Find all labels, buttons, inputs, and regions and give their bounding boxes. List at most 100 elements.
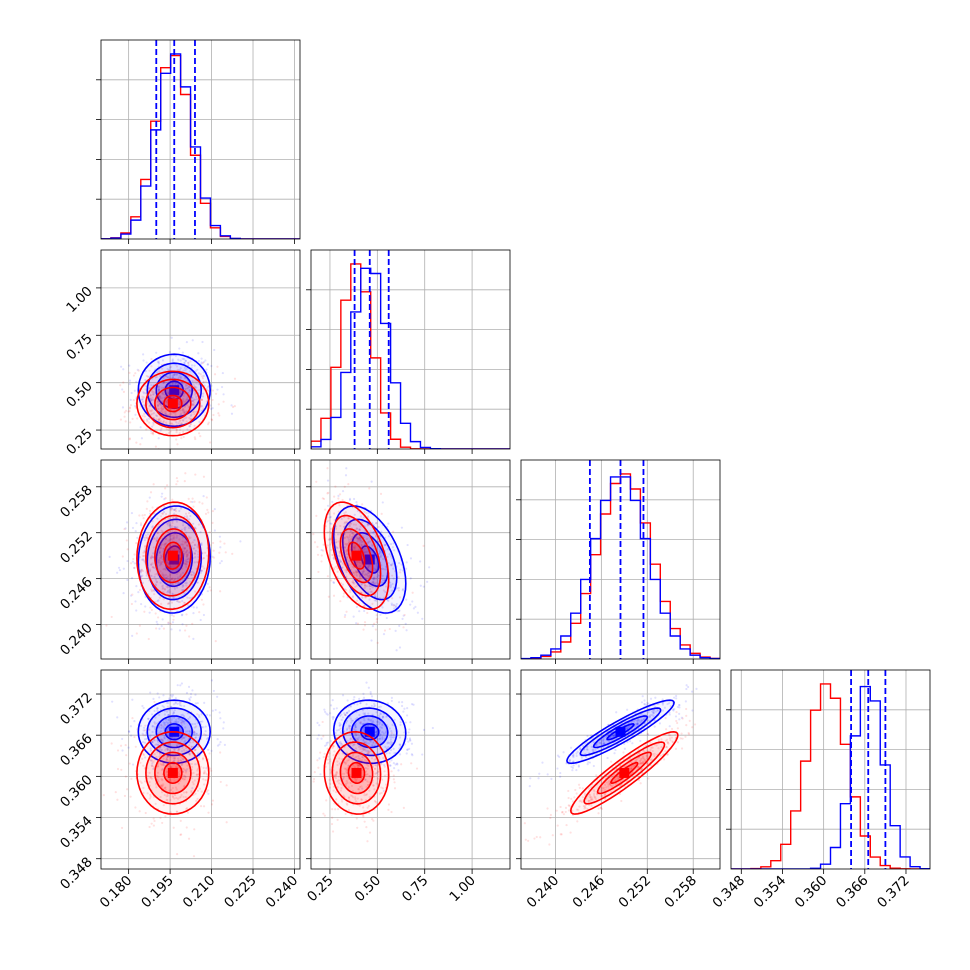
scatter-point bbox=[390, 563, 393, 566]
scatter-point bbox=[157, 418, 160, 421]
scatter-point bbox=[141, 414, 144, 417]
scatter-point bbox=[163, 722, 166, 725]
scatter-point bbox=[176, 599, 179, 602]
scatter-point bbox=[145, 361, 148, 364]
scatter-point bbox=[640, 701, 644, 704]
x-tick-label: 0.50 bbox=[352, 873, 385, 906]
scatter-point bbox=[431, 726, 434, 730]
scatter-point bbox=[202, 374, 205, 377]
scatter-point bbox=[171, 422, 174, 426]
scatter-point bbox=[206, 423, 210, 426]
scatter-point bbox=[174, 577, 177, 581]
scatter-point bbox=[685, 684, 688, 687]
scatter-point bbox=[175, 373, 178, 377]
scatter-point bbox=[194, 527, 198, 530]
scatter-point bbox=[156, 404, 160, 407]
scatter-point bbox=[571, 769, 574, 772]
scatter-point bbox=[160, 563, 163, 566]
scatter-point bbox=[161, 408, 164, 411]
scatter-point bbox=[187, 535, 190, 538]
scatter-point bbox=[404, 721, 407, 724]
scatter-point bbox=[193, 436, 196, 439]
scatter-point bbox=[218, 551, 221, 554]
scatter-point bbox=[631, 742, 634, 745]
scatter-point bbox=[142, 764, 145, 767]
scatter-point bbox=[155, 414, 158, 417]
scatter-point bbox=[170, 613, 174, 617]
scatter-point bbox=[219, 751, 222, 754]
scatter-point bbox=[154, 722, 157, 725]
scatter-point bbox=[169, 544, 172, 547]
scatter-point bbox=[157, 743, 160, 746]
scatter-point bbox=[183, 410, 186, 413]
scatter-point bbox=[149, 776, 152, 779]
scatter-point bbox=[158, 550, 162, 553]
scatter-point bbox=[171, 358, 174, 361]
scatter-point bbox=[174, 701, 177, 704]
scatter-point bbox=[182, 419, 185, 422]
y-tick-label: 0.240 bbox=[57, 620, 96, 659]
scatter-point bbox=[179, 507, 183, 510]
scatter-point bbox=[193, 410, 196, 413]
scatter-point bbox=[358, 697, 361, 700]
scatter-point bbox=[197, 352, 200, 355]
scatter-point bbox=[343, 485, 346, 488]
scatter-point bbox=[128, 410, 131, 413]
scatter-point bbox=[182, 774, 185, 777]
scatter-point bbox=[141, 740, 145, 744]
scatter-point bbox=[152, 483, 155, 486]
scatter-point bbox=[326, 531, 329, 534]
scatter-point bbox=[383, 544, 386, 547]
scatter-point bbox=[204, 734, 207, 737]
scatter-point bbox=[355, 584, 359, 587]
scatter-point bbox=[154, 583, 157, 586]
scatter-point bbox=[167, 428, 170, 432]
scatter-point bbox=[202, 360, 206, 364]
scatter-point bbox=[661, 698, 664, 701]
scatter-point bbox=[198, 432, 201, 435]
scatter-point bbox=[126, 578, 129, 582]
scatter-point bbox=[562, 751, 565, 754]
scatter-point bbox=[126, 548, 129, 551]
scatter-point bbox=[200, 598, 203, 601]
scatter-point bbox=[123, 527, 126, 531]
scatter-point bbox=[372, 577, 375, 580]
scatter-point bbox=[196, 581, 199, 584]
scatter-point bbox=[169, 721, 172, 724]
scatter-point bbox=[166, 747, 170, 750]
scatter-point bbox=[406, 706, 409, 710]
scatter-point bbox=[174, 509, 178, 513]
scatter-point bbox=[195, 732, 199, 735]
scatter-point bbox=[161, 779, 164, 782]
panel-plot-area bbox=[311, 250, 510, 449]
scatter-point bbox=[169, 507, 172, 510]
scatter-point bbox=[147, 637, 150, 641]
scatter-point bbox=[348, 533, 352, 537]
scatter-point bbox=[182, 785, 186, 788]
scatter-point bbox=[175, 796, 178, 800]
scatter-point bbox=[180, 437, 183, 440]
y-tick-label: 0.360 bbox=[57, 772, 96, 811]
scatter-point bbox=[409, 603, 412, 606]
scatter-point bbox=[177, 749, 180, 752]
scatter-point bbox=[359, 515, 362, 518]
scatter-point bbox=[163, 588, 167, 591]
scatter-point bbox=[320, 554, 323, 557]
scatter-point bbox=[343, 546, 347, 549]
scatter-point bbox=[133, 720, 136, 723]
scatter-point bbox=[220, 385, 224, 389]
scatter-point bbox=[151, 393, 155, 396]
scatter-point bbox=[355, 501, 358, 504]
scatter-point bbox=[327, 491, 330, 494]
scatter-point bbox=[201, 340, 204, 344]
scatter-point bbox=[150, 365, 153, 368]
scatter-point bbox=[356, 537, 359, 540]
panel-frame bbox=[310, 459, 511, 660]
scatter-point bbox=[371, 580, 375, 583]
scatter-point bbox=[202, 557, 205, 560]
scatter-point bbox=[155, 375, 158, 379]
scatter-point bbox=[360, 583, 363, 586]
scatter-point bbox=[184, 384, 188, 387]
scatter-point bbox=[390, 759, 393, 762]
scatter-point bbox=[178, 403, 181, 406]
